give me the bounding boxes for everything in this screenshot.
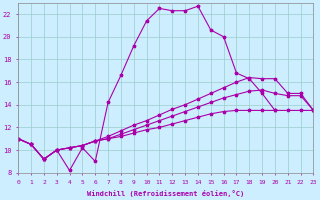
X-axis label: Windchill (Refroidissement éolien,°C): Windchill (Refroidissement éolien,°C) bbox=[87, 190, 244, 197]
